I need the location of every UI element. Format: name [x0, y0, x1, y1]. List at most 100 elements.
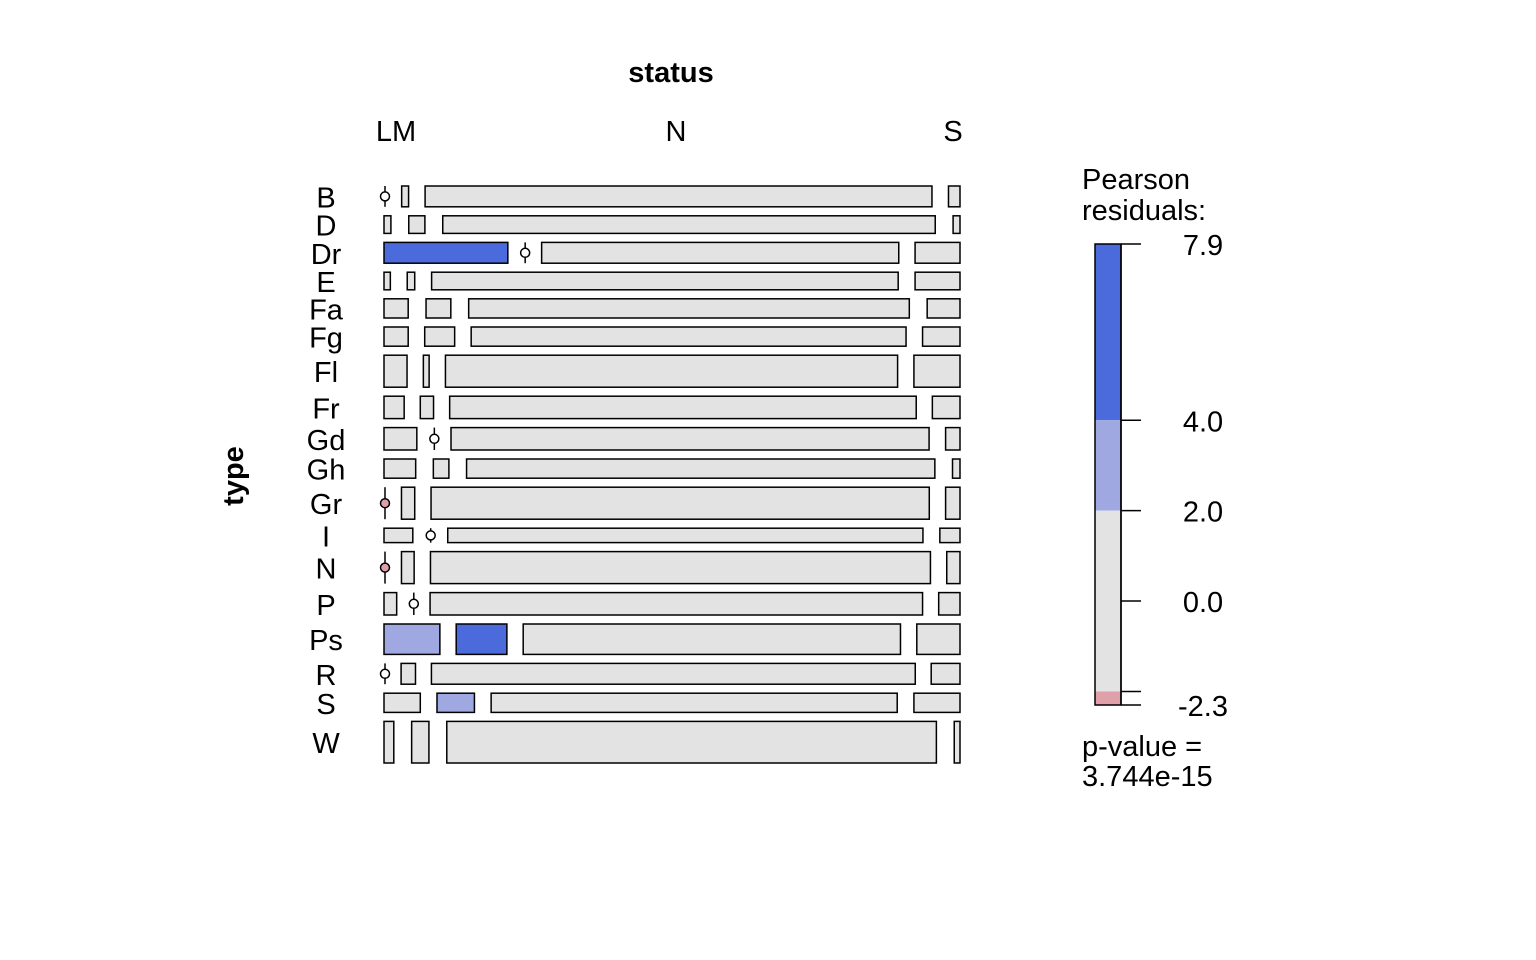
row-label-fr: Fr — [312, 393, 340, 425]
mosaic-cell — [383, 720, 395, 764]
mosaic-cell — [930, 662, 961, 685]
mosaic-cell — [953, 720, 961, 764]
row-label-fa: Fa — [309, 294, 344, 326]
row-label-r: R — [316, 660, 337, 692]
mosaic-cell — [442, 215, 936, 235]
legend-title-line1: Pearson — [1082, 164, 1190, 196]
y-axis-title: type — [218, 446, 250, 506]
pvalue-line2: 3.744e-15 — [1082, 761, 1213, 793]
mosaic-cell — [383, 326, 409, 347]
mosaic-row-gr: Gr — [310, 486, 961, 521]
mosaic-cell — [383, 458, 417, 479]
mosaic-cell — [383, 426, 418, 451]
mosaic-cell — [921, 326, 961, 347]
mosaic-cell — [429, 550, 932, 585]
row-label-p: P — [316, 590, 335, 622]
mosaic-cell — [490, 692, 898, 714]
mosaic-row-d: D — [316, 211, 961, 243]
mosaic-row-gd: Gd — [307, 425, 961, 457]
mosaic-cell — [448, 395, 917, 420]
mosaic-row-fa: Fa — [309, 294, 961, 326]
mosaic-cell — [914, 241, 961, 264]
legend-band — [1095, 691, 1121, 705]
mosaic-row-b: B — [316, 182, 961, 214]
mosaic-cell — [383, 692, 422, 714]
mosaic-cell — [432, 458, 450, 479]
mosaic-cell — [914, 271, 961, 291]
mosaic-cell — [916, 623, 961, 656]
row-label-s: S — [316, 689, 335, 721]
mosaic-cell — [926, 298, 961, 319]
column-label-n: N — [666, 116, 687, 148]
row-label-d: D — [316, 211, 337, 243]
mosaic-cell — [937, 591, 961, 616]
row-label-gd: Gd — [307, 425, 346, 457]
mosaic-cell — [400, 550, 415, 585]
mosaic-cell — [400, 185, 410, 208]
mosaic-cell — [540, 241, 900, 264]
mosaic-cell — [467, 298, 911, 319]
row-label-w: W — [312, 728, 340, 760]
mosaic-cell — [423, 326, 456, 347]
mosaic-cell — [913, 354, 961, 388]
mosaic-cell — [430, 486, 931, 520]
mosaic-cell — [383, 271, 392, 291]
mosaic-cell — [430, 662, 917, 685]
zero-cell-marker — [519, 247, 531, 259]
mosaic-cell — [383, 241, 509, 264]
mosaic-cell — [410, 720, 430, 764]
mosaic-cell — [425, 298, 452, 319]
row-label-dr: Dr — [311, 239, 342, 271]
mosaic-cell — [408, 215, 426, 235]
mosaic-row-e: E — [316, 267, 961, 299]
mosaic-cell — [383, 215, 392, 235]
x-axis-title: status — [628, 57, 713, 89]
mosaic-cell — [939, 527, 961, 544]
mosaic-cell — [419, 395, 435, 420]
mosaic-cell — [383, 591, 398, 616]
mosaic-row-fl: Fl — [314, 354, 961, 389]
row-label-i: I — [322, 521, 330, 553]
mosaic-cell — [383, 354, 408, 388]
mosaic-cell — [422, 354, 430, 388]
mosaic-cell — [947, 185, 961, 208]
mosaic-cell — [931, 395, 961, 420]
legend-tick-label: -2.3 — [1178, 691, 1228, 723]
mosaic-cell — [406, 271, 416, 291]
zero-cell-marker — [379, 191, 391, 202]
mosaic-cell — [913, 692, 961, 714]
mosaic-cell — [944, 486, 961, 520]
zero-cell-marker — [379, 497, 391, 509]
mosaic-row-p: P — [316, 590, 961, 622]
mosaic-cell — [383, 527, 414, 544]
mosaic-cell — [383, 623, 441, 656]
zero-cell-marker — [429, 433, 440, 445]
legend-tick-label: 4.0 — [1183, 406, 1223, 438]
zero-cell-marker — [379, 562, 391, 573]
row-label-gr: Gr — [310, 489, 343, 521]
mosaic-cell — [444, 354, 899, 388]
legend-tick-label: 7.9 — [1183, 230, 1223, 262]
mosaic-cell — [522, 623, 902, 656]
zero-cell-marker — [379, 668, 391, 680]
column-label-lm: LM — [376, 116, 416, 148]
mosaic-cell — [430, 271, 899, 291]
mosaic-cell — [455, 623, 508, 656]
legend-band — [1095, 244, 1121, 421]
zero-cell-marker — [408, 598, 420, 610]
mosaic-cell — [400, 662, 417, 685]
mosaic-row-gh: Gh — [307, 455, 961, 487]
mosaic-row-fr: Fr — [312, 393, 961, 425]
legend-tick-label: 0.0 — [1183, 587, 1223, 619]
mosaic-cell — [450, 426, 930, 451]
mosaic-row-dr: Dr — [311, 239, 961, 271]
zero-cell-marker — [425, 530, 436, 541]
mosaic-cell — [951, 458, 961, 479]
mosaic-row-r: R — [316, 660, 961, 692]
mosaic-cell — [946, 550, 961, 585]
row-label-n: N — [316, 554, 337, 586]
row-label-fl: Fl — [314, 357, 338, 389]
mosaic-row-fg: Fg — [309, 323, 961, 355]
